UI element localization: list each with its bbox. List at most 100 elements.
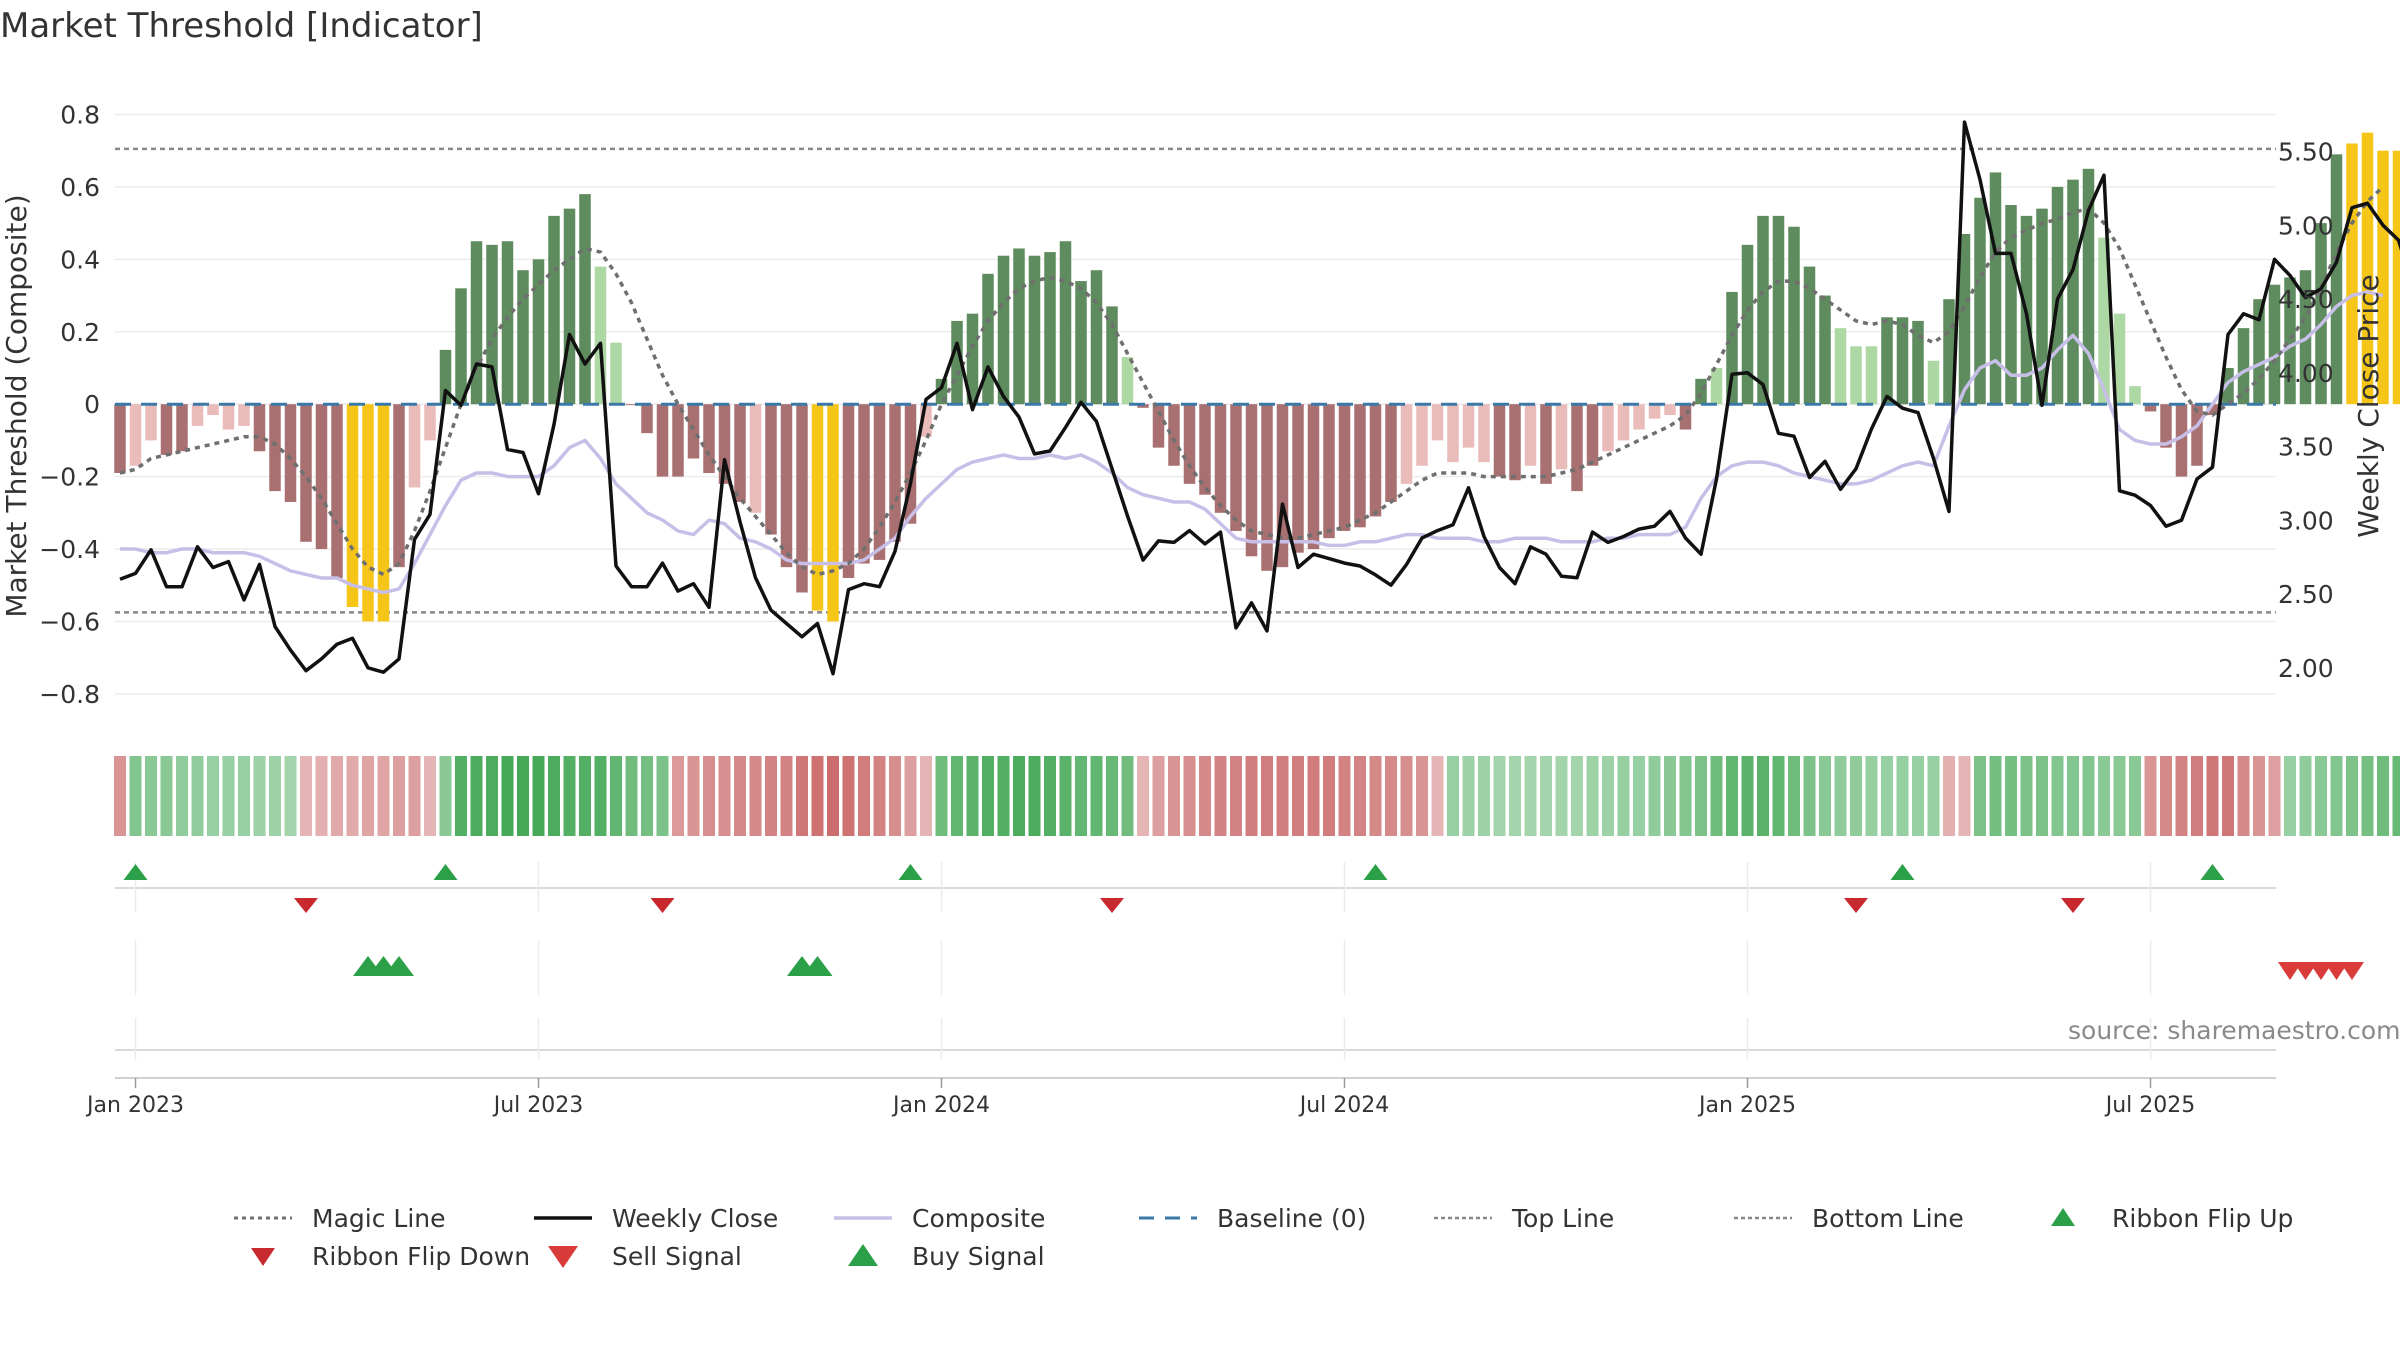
composite-bar	[1462, 404, 1475, 448]
composite-bar	[1710, 367, 1723, 405]
ribbon-cell	[269, 756, 281, 836]
ribbon-cell	[1586, 756, 1599, 836]
ribbon-flip-down-marker	[294, 898, 318, 913]
legend-label: Baseline (0)	[1217, 1203, 1367, 1233]
composite-bar	[1509, 404, 1521, 481]
composite-bar	[1028, 255, 1041, 405]
ribbon-cell	[966, 756, 979, 836]
ribbon-cell	[1989, 756, 2002, 836]
ribbon-cell	[1757, 756, 1769, 836]
legend-label: Buy Signal	[912, 1241, 1045, 1271]
composite-bar	[1633, 404, 1645, 430]
y2-axis-title: Weekly Close Price	[2352, 274, 2385, 537]
ribbon-flip-down-marker	[650, 898, 675, 913]
composite-bar	[284, 404, 297, 502]
composite-bar	[2284, 277, 2296, 405]
ribbon-cell	[1540, 756, 1552, 836]
ribbon-cell	[377, 756, 390, 836]
composite-bar	[1943, 299, 1955, 405]
ribbon-cell	[1524, 756, 1537, 836]
chart-title: Market Threshold [Indicator]	[0, 6, 483, 46]
composite-bar	[718, 404, 731, 484]
composite-bar	[1912, 320, 1924, 405]
composite-bar	[2206, 404, 2219, 416]
composite-bar	[1478, 404, 1490, 463]
composite-bar	[191, 404, 204, 426]
composite-bar	[2392, 150, 2400, 405]
composite-bar	[1090, 270, 1103, 405]
legend-label: Magic Line	[312, 1203, 446, 1233]
composite-bar	[1803, 266, 1816, 405]
composite-bars	[114, 132, 2400, 622]
composite-bar	[842, 404, 855, 579]
y2-tick-label: 2.00	[2278, 654, 2334, 683]
legend-top-line: Top Line	[1430, 1200, 1614, 1236]
composite-bar	[362, 404, 374, 622]
y-tick-label: −0.8	[39, 680, 100, 709]
composite-bar	[1555, 404, 1568, 470]
composite-bar	[1121, 357, 1134, 405]
composite-bar	[408, 404, 421, 488]
magic-line-swatch	[234, 1216, 292, 1220]
ribbon-cell	[2082, 756, 2095, 836]
x-tick-label: Jan 2023	[85, 1093, 184, 1118]
ribbon-cell	[114, 756, 126, 836]
composite-bar	[1974, 197, 1986, 405]
ribbon-cell	[1555, 756, 1568, 836]
ribbon-cell	[1602, 756, 1614, 836]
composite-bar	[1323, 404, 1335, 539]
ribbon-cell	[1462, 756, 1475, 836]
ribbon-cell	[1834, 756, 1847, 836]
legend-ribbon-flip-down: Ribbon Flip Down	[230, 1238, 530, 1274]
ribbon-cell	[2191, 756, 2203, 836]
composite-bar	[548, 215, 560, 405]
composite-bar	[1261, 404, 1273, 571]
composite-bar	[734, 404, 746, 502]
ribbon-cell	[594, 756, 607, 836]
ribbon-cell	[1803, 756, 1816, 836]
buy-signal-marker	[802, 956, 833, 976]
ribbon-cell	[1850, 756, 1862, 836]
ribbon-cell	[2206, 756, 2219, 836]
composite-bar	[579, 194, 591, 405]
composite-bar	[1369, 404, 1382, 517]
ribbon-cell	[1323, 756, 1335, 836]
ribbon-cell	[1912, 756, 1924, 836]
composite-bar	[594, 266, 607, 405]
composite-bar	[331, 404, 343, 579]
ribbon-cell	[1276, 756, 1289, 836]
sell-signal-marker	[2324, 962, 2349, 980]
magic-line	[119, 185, 2385, 577]
composite-bar	[951, 320, 963, 405]
composite-bar	[1214, 404, 1227, 513]
composite-bar	[2330, 154, 2343, 405]
ribbon-cell	[1710, 756, 1723, 836]
ribbon-cell	[1354, 756, 1366, 836]
ribbon-cell	[1788, 756, 1800, 836]
legend-buy-signal: Buy Signal	[830, 1238, 1045, 1274]
ribbon-cell	[2361, 756, 2374, 836]
composite-bar	[1447, 404, 1459, 463]
ribbon-cell	[1059, 756, 1072, 836]
ribbon-flip-up-swatch	[2051, 1208, 2075, 1226]
ribbon-cell	[951, 756, 963, 836]
composite-bar	[160, 404, 173, 455]
x-tick-label: Jul 2024	[1298, 1093, 1390, 1118]
ribbon-cell	[2036, 756, 2048, 836]
ribbon-cell	[563, 756, 576, 836]
weekly-close-line	[119, 120, 2400, 676]
composite-bar	[687, 404, 700, 459]
composite-bar	[2346, 143, 2358, 405]
ribbon-cell	[455, 756, 467, 836]
ribbon-cell	[2377, 756, 2389, 836]
legend-ribbon-flip-up: Ribbon Flip Up	[2030, 1200, 2293, 1236]
ribbon-cell	[129, 756, 142, 836]
ribbon-cell	[1028, 756, 1041, 836]
y-axis-title: Market Threshold (Composite)	[0, 194, 33, 617]
composite-bar	[1416, 404, 1428, 466]
series-lines	[119, 120, 2400, 676]
y2-tick-label: 5.00	[2278, 211, 2334, 240]
ribbon-cell	[1664, 756, 1676, 836]
ribbon-cell	[2129, 756, 2141, 836]
ribbon-cell	[1369, 756, 1382, 836]
